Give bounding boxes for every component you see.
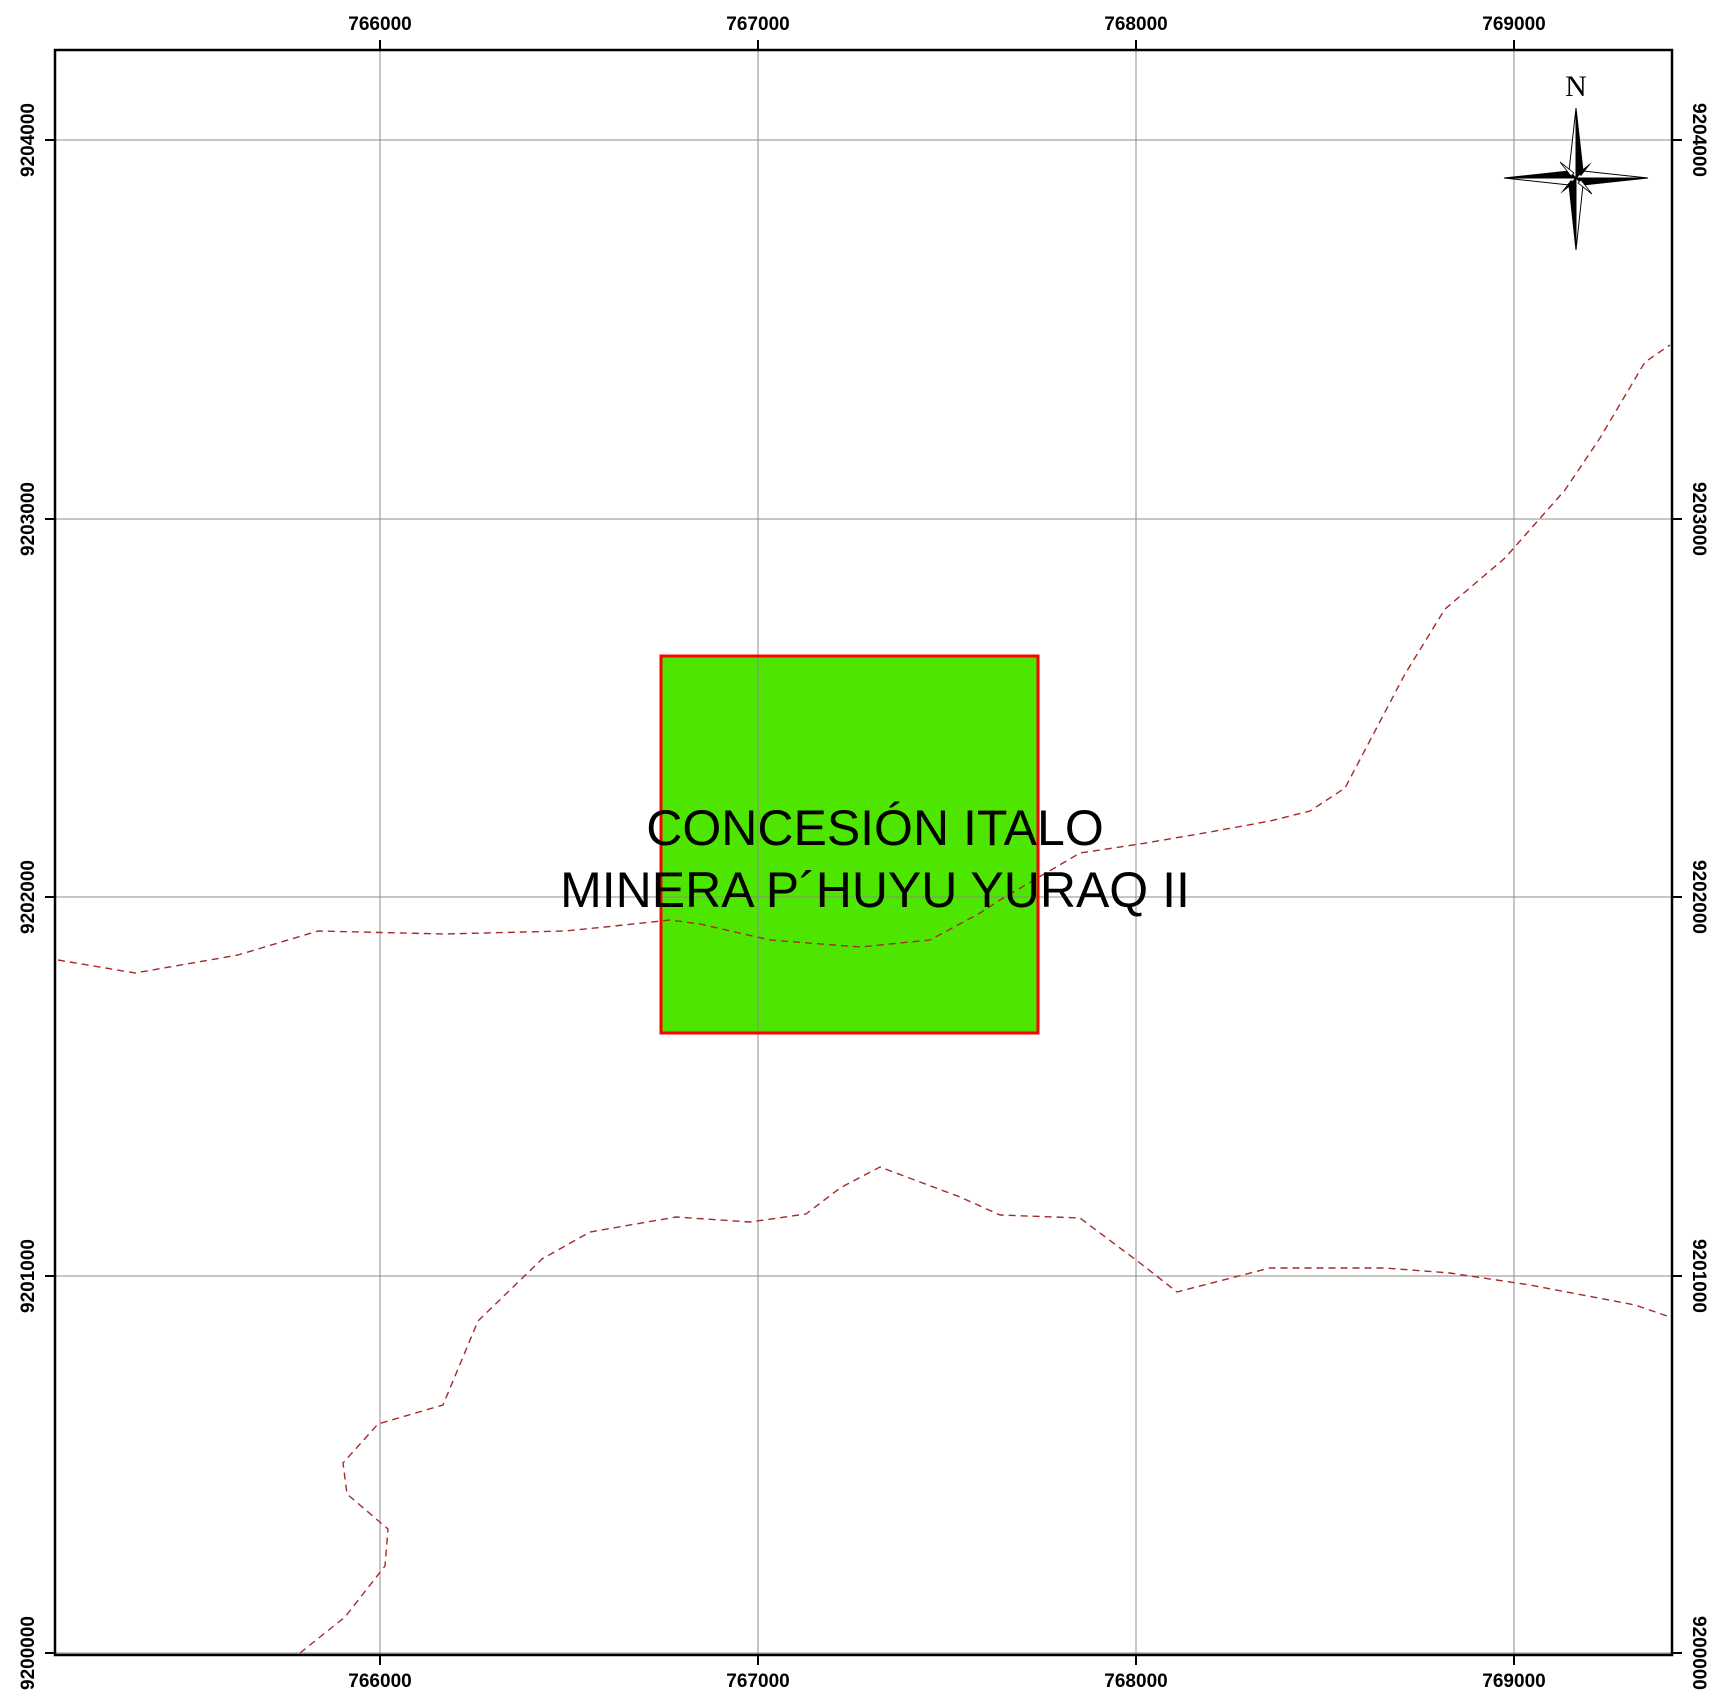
easting-labels-top: 766000 767000 768000 769000 [348,14,1545,35]
easting-label-bottom: 766000 [348,1671,411,1692]
north-arrow-ne [1578,162,1592,176]
frame-ticks [45,40,1682,1665]
map-frame [53,48,1674,1657]
northing-label-left: 9200000 [18,1616,39,1690]
road-upper [57,344,1671,974]
northing-labels-right: 9204000 9203000 9202000 9201000 9200000 [1688,103,1709,1690]
road-lower [299,1166,1671,1654]
northing-label-left: 9203000 [18,482,39,556]
easting-label-top: 769000 [1482,14,1545,35]
northing-label-right: 9203000 [1688,482,1709,556]
northing-label-left: 9202000 [18,860,39,934]
northing-labels-left: 9204000 9203000 9202000 9201000 9200000 [18,103,39,1690]
easting-labels-bottom: 766000 767000 768000 769000 [348,1671,1545,1692]
concession-polygon[interactable] [659,654,1040,1035]
easting-label-bottom: 767000 [726,1671,789,1692]
north-arrow-sw [1560,180,1574,194]
north-letter: N [1565,70,1587,103]
north-arrow-se [1577,179,1593,195]
north-arrow-north-right [1575,107,1584,180]
north-arrow-west-bottom [1503,177,1578,186]
roads [57,344,1671,1654]
north-arrow-east-top [1574,170,1649,179]
easting-label-top: 768000 [1104,14,1167,35]
northing-label-right: 9200000 [1688,1616,1709,1690]
north-arrow-north-left [1568,107,1577,180]
northing-label-right: 9201000 [1688,1239,1709,1313]
north-arrow-south-right [1575,176,1584,251]
easting-label-top: 767000 [726,14,789,35]
graticule-overlay [663,658,1036,1031]
graticule [55,50,1672,1655]
concession-label-line1: CONCESIÓN ITALO [646,800,1103,856]
north-arrow-south-left [1568,176,1577,251]
northing-label-left: 9201000 [18,1239,39,1313]
northing-label-left: 9204000 [18,103,39,177]
easting-label-bottom: 769000 [1482,1671,1545,1692]
north-arrow-nw [1559,161,1575,177]
concession-label-line2: MINERA P´HUYU YURAQ II [560,862,1190,918]
north-arrow-west-top [1503,170,1578,179]
north-arrow-icon: N [1503,70,1649,251]
northing-label-right: 9204000 [1688,103,1709,177]
northing-label-right: 9202000 [1688,860,1709,934]
north-arrow-east-bottom [1574,177,1649,186]
easting-label-bottom: 768000 [1104,1671,1167,1692]
easting-label-top: 766000 [348,14,411,35]
